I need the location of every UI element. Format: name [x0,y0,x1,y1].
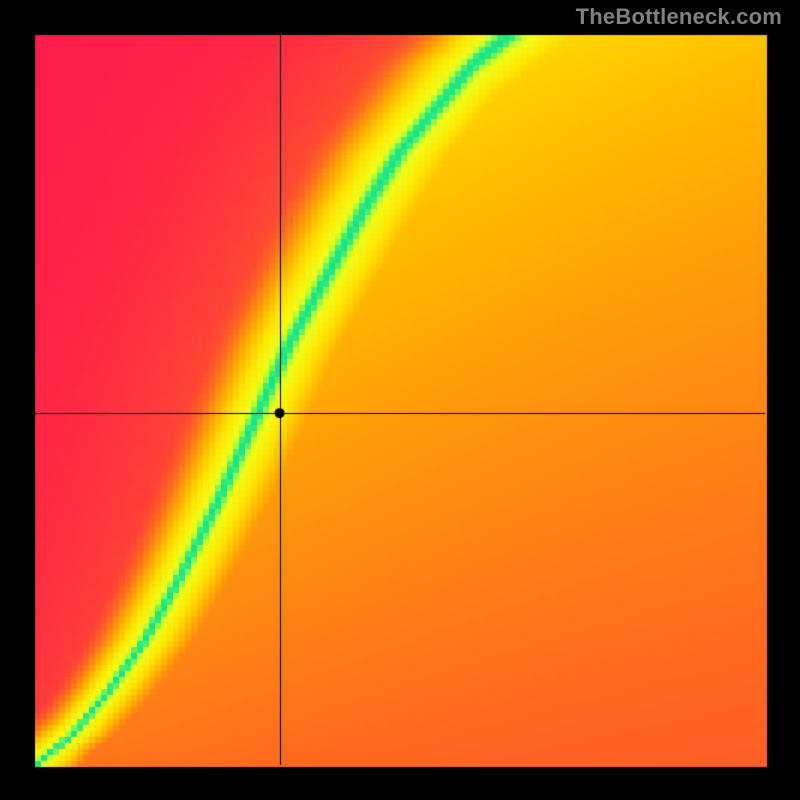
watermark-text: TheBottleneck.com [576,4,782,30]
figure-container: TheBottleneck.com [0,0,800,800]
heatmap-canvas [0,0,800,800]
